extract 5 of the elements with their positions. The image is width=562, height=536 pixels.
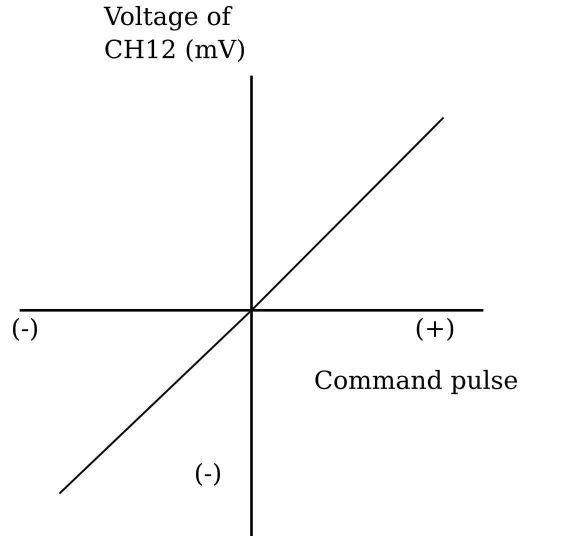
annotation: (+) xyxy=(416,318,454,341)
y-axis-title: Voltage of CH12 (mV) xyxy=(104,6,244,62)
annotation: (-) xyxy=(196,462,220,486)
annotation: (-) xyxy=(13,318,37,341)
x-axis-title: Command pulse xyxy=(315,370,518,394)
